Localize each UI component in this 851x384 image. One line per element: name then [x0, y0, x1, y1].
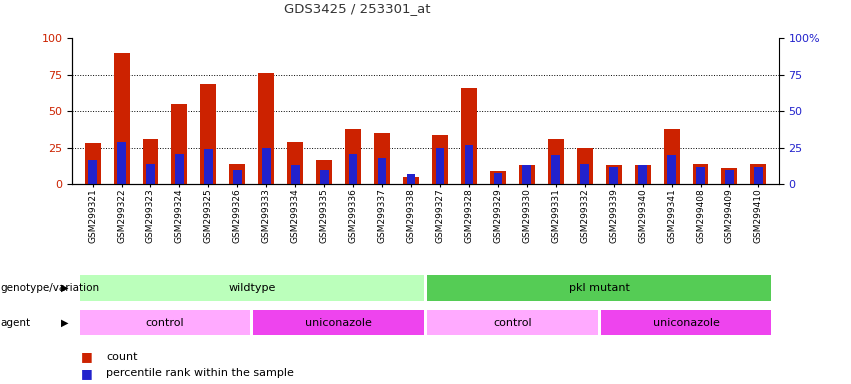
Bar	[606, 166, 621, 184]
Bar	[89, 159, 97, 184]
Bar	[635, 166, 650, 184]
Bar	[146, 164, 155, 184]
FancyBboxPatch shape	[427, 310, 597, 336]
Bar	[490, 171, 505, 184]
Text: ▶: ▶	[60, 318, 68, 328]
Bar	[233, 170, 242, 184]
Bar	[754, 167, 762, 184]
Text: control: control	[146, 318, 185, 328]
Bar	[317, 159, 332, 184]
Text: pkl mutant: pkl mutant	[568, 283, 630, 293]
Bar	[548, 139, 563, 184]
Bar	[204, 149, 213, 184]
Bar	[172, 104, 187, 184]
Bar	[142, 139, 158, 184]
Bar	[693, 164, 709, 184]
Bar	[461, 88, 477, 184]
Bar	[436, 148, 444, 184]
FancyBboxPatch shape	[254, 310, 424, 336]
Bar	[201, 84, 216, 184]
Bar	[117, 142, 126, 184]
Bar	[259, 73, 274, 184]
FancyBboxPatch shape	[80, 310, 250, 336]
Bar	[291, 166, 300, 184]
Bar	[113, 53, 129, 184]
Bar	[262, 148, 271, 184]
Bar	[403, 177, 419, 184]
Bar	[346, 129, 361, 184]
Bar	[551, 155, 560, 184]
Bar	[751, 164, 767, 184]
Bar	[580, 164, 589, 184]
Bar	[84, 144, 100, 184]
Bar	[465, 145, 473, 184]
Bar	[667, 155, 676, 184]
Text: control: control	[493, 318, 532, 328]
Text: ■: ■	[81, 367, 93, 380]
Bar	[407, 174, 415, 184]
Bar	[638, 166, 647, 184]
Bar	[320, 170, 328, 184]
Bar	[230, 164, 245, 184]
Text: ■: ■	[81, 350, 93, 363]
Bar	[349, 154, 357, 184]
Text: uniconazole: uniconazole	[306, 318, 372, 328]
Text: uniconazole: uniconazole	[653, 318, 719, 328]
Text: agent: agent	[1, 318, 31, 328]
Text: genotype/variation: genotype/variation	[1, 283, 100, 293]
Text: GDS3425 / 253301_at: GDS3425 / 253301_at	[284, 2, 431, 15]
Bar	[374, 133, 390, 184]
Bar	[288, 142, 303, 184]
FancyBboxPatch shape	[427, 275, 771, 301]
Text: percentile rank within the sample: percentile rank within the sample	[106, 368, 294, 379]
Bar	[523, 166, 531, 184]
Text: wildtype: wildtype	[228, 283, 276, 293]
FancyBboxPatch shape	[601, 310, 771, 336]
Bar	[696, 167, 705, 184]
FancyBboxPatch shape	[80, 275, 424, 301]
Bar	[609, 167, 618, 184]
Bar	[378, 158, 386, 184]
Bar	[577, 148, 592, 184]
Bar	[722, 168, 738, 184]
Bar	[664, 129, 679, 184]
Bar	[494, 173, 502, 184]
Bar	[432, 135, 448, 184]
Bar	[519, 166, 534, 184]
Text: count: count	[106, 351, 138, 362]
Text: ▶: ▶	[60, 283, 68, 293]
Bar	[175, 154, 184, 184]
Bar	[725, 170, 734, 184]
